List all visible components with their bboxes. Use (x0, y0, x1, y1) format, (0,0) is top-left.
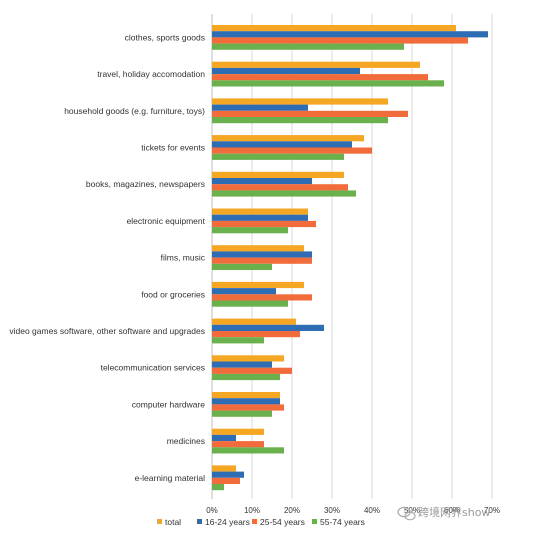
bar (212, 245, 304, 252)
bar (212, 227, 288, 234)
legend-swatch (157, 519, 162, 524)
bar (212, 434, 236, 442)
bar (212, 25, 456, 32)
bar (212, 67, 360, 75)
bar (212, 74, 428, 81)
legend-label: total (165, 517, 181, 527)
bar (212, 477, 240, 484)
bar (212, 251, 312, 258)
watermark-text: 跨境网界show (418, 505, 490, 519)
bar (212, 171, 344, 178)
bar (212, 398, 280, 405)
bar (212, 447, 284, 454)
bar (212, 367, 292, 374)
category-label: films, music (161, 253, 206, 263)
bar (212, 214, 308, 221)
bar (212, 220, 316, 228)
legend-label: 55-74 years (320, 517, 365, 527)
bar (212, 441, 264, 448)
bar (212, 361, 272, 368)
bar (212, 300, 288, 307)
category-label: telecommunication services (101, 363, 205, 373)
category-labels: clothes, sports goods travel, holiday acc… (9, 32, 205, 482)
bar (212, 373, 280, 381)
bar (212, 61, 420, 68)
bar (212, 331, 300, 338)
bar (212, 178, 312, 185)
bar (212, 110, 408, 117)
category-label: food or groceries (141, 289, 205, 299)
category-label: tickets for events (141, 143, 205, 153)
bar (212, 484, 224, 491)
bar (212, 428, 264, 435)
bar (212, 31, 488, 38)
bar (212, 392, 280, 399)
legend-swatch (312, 519, 317, 524)
bar (212, 337, 264, 344)
bar (212, 471, 244, 478)
x-tick-label: 10% (244, 506, 260, 515)
bar (212, 355, 284, 362)
bar (212, 404, 284, 411)
bar (212, 281, 304, 289)
bar (212, 147, 372, 154)
category-label: e-learning material (135, 473, 206, 483)
bar (212, 98, 388, 105)
watermark: 跨境网界show (397, 505, 490, 521)
legend-label: 25-54 years (260, 517, 305, 527)
bar (212, 190, 356, 197)
bar (212, 153, 344, 160)
category-label: household goods (e.g. furniture, toys) (64, 106, 205, 116)
bar (212, 257, 312, 264)
category-label: electronic equipment (127, 216, 206, 226)
bar (212, 141, 352, 148)
bar (212, 184, 348, 191)
category-label: computer hardware (132, 399, 206, 409)
x-axis-ticks: 0% 10% 20% 30% 40% 50% 60% 70% (206, 506, 500, 515)
x-tick-label: 30% (324, 506, 340, 515)
category-label: clothes, sports goods (125, 32, 205, 42)
legend-swatch (197, 519, 202, 524)
bar (212, 294, 312, 301)
category-label: video games software, other software and… (9, 326, 205, 336)
bar (212, 410, 272, 417)
bar (212, 318, 296, 325)
legend: total 16-24 years 25-54 years 55-74 years (157, 517, 365, 527)
x-tick-label: 40% (364, 506, 380, 515)
bar (212, 80, 444, 87)
bar (212, 324, 324, 331)
x-tick-label: 70% (484, 506, 500, 515)
category-label: travel, holiday accomodation (97, 69, 205, 79)
wechat-bubble-icon (397, 506, 416, 521)
x-tick-label: 0% (206, 506, 218, 515)
bar (212, 37, 468, 44)
bar (212, 135, 364, 142)
category-label: books, magazines, newspapers (86, 179, 205, 189)
x-tick-label: 50% (404, 506, 420, 515)
bar (212, 465, 236, 472)
bar (212, 263, 272, 270)
x-tick-label: 20% (284, 506, 300, 515)
bar (212, 288, 276, 295)
bar (212, 43, 404, 50)
category-label: medicines (167, 436, 205, 446)
bar (212, 208, 308, 215)
bar (212, 104, 308, 111)
bar (212, 117, 388, 124)
legend-swatch (252, 519, 257, 524)
x-tick-label: 60% (444, 506, 460, 515)
bars (212, 25, 488, 491)
legend-label: 16-24 years (205, 517, 250, 527)
